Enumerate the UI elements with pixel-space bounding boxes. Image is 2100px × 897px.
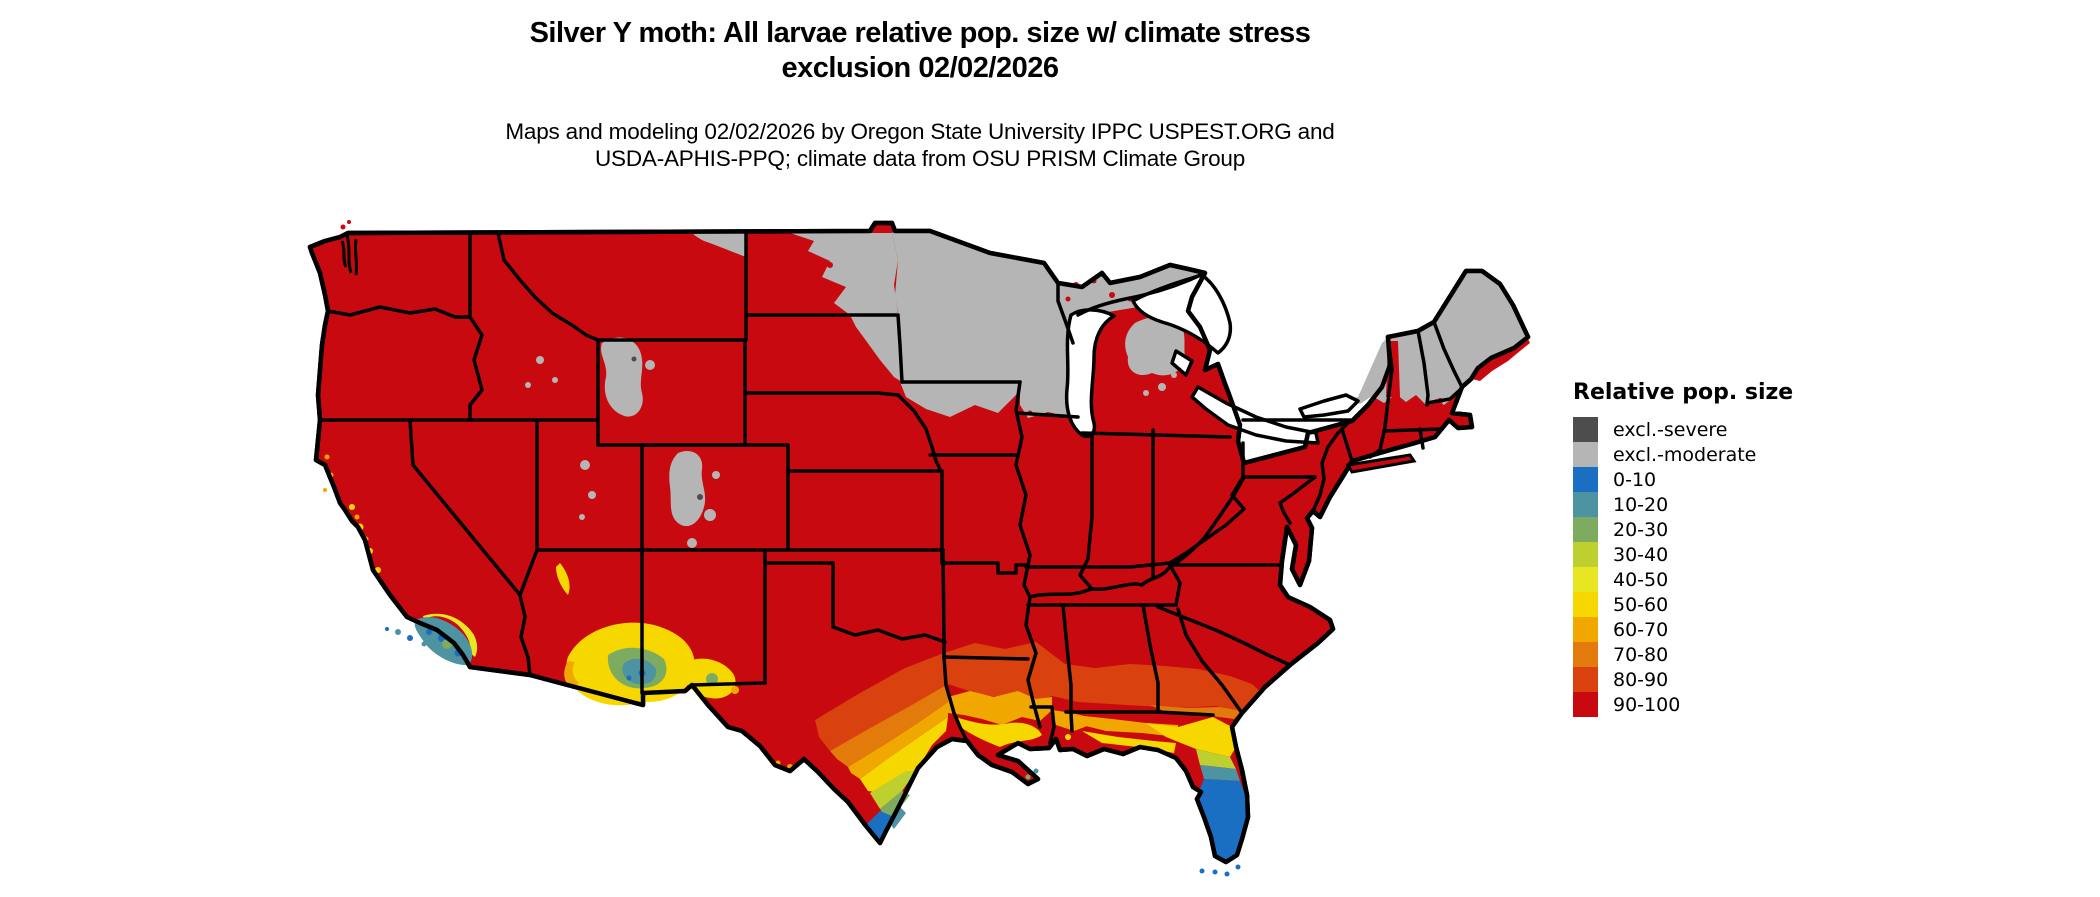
legend-row-70-80: 70-80 xyxy=(1573,642,1873,667)
legend-label: 90-100 xyxy=(1613,693,1681,716)
legend-swatch-60-70 xyxy=(1573,617,1598,642)
us-map-svg xyxy=(307,220,1531,877)
legend-label: 10-20 xyxy=(1613,493,1669,516)
legend-label: excl.-severe xyxy=(1613,418,1728,441)
coast-outline xyxy=(307,220,1531,865)
legend-title: Relative pop. size xyxy=(1573,380,1794,405)
legend-swatch-90-100 xyxy=(1573,692,1598,717)
legend-swatch-10-20 xyxy=(1573,492,1598,517)
legend-label: 80-90 xyxy=(1613,668,1669,691)
legend-row-50-60: 50-60 xyxy=(1573,592,1873,617)
legend-label: 40-50 xyxy=(1613,568,1669,591)
long-island xyxy=(1345,453,1417,474)
legend: Relative pop. size excl.-severe excl.-mod… xyxy=(1573,380,1873,717)
legend-swatch-excl.-severe xyxy=(1573,417,1598,442)
great-lakes xyxy=(1064,273,1360,445)
state-borders xyxy=(318,231,1464,745)
legend-row-0-10: 0-10 xyxy=(1573,467,1873,492)
legend-label: 60-70 xyxy=(1613,618,1669,641)
legend-row-90-100: 90-100 xyxy=(1573,692,1873,717)
legend-label: 0-10 xyxy=(1613,468,1657,491)
legend-swatch-20-30 xyxy=(1573,517,1598,542)
legend-label: 50-60 xyxy=(1613,593,1669,616)
map-title-line1: Silver Y moth: All larvae relative pop. … xyxy=(529,17,1311,49)
map-subtitle-line1: Maps and modeling 02/02/2026 by Oregon S… xyxy=(505,119,1335,144)
legend-row-10-20: 10-20 xyxy=(1573,492,1873,517)
legend-row-excl.-moderate: excl.-moderate xyxy=(1573,442,1873,467)
legend-row-20-30: 20-30 xyxy=(1573,517,1873,542)
map-subtitle-line2: USDA-APHIS-PPQ; climate data from OSU PR… xyxy=(594,146,1246,171)
map-title-line2: exclusion 02/02/2026 xyxy=(781,52,1059,84)
legend-swatch-50-60 xyxy=(1573,592,1598,617)
map-title: Silver Y moth: All larvae relative pop. … xyxy=(0,16,1840,86)
legend-label: 20-30 xyxy=(1613,518,1669,541)
legend-label: excl.-moderate xyxy=(1613,443,1757,466)
legend-label: 30-40 xyxy=(1613,543,1669,566)
region-south-gradient xyxy=(775,642,1262,877)
legend-row-40-50: 40-50 xyxy=(1573,567,1873,592)
legend-row-80-90: 80-90 xyxy=(1573,667,1873,692)
puget-sound-icon xyxy=(340,234,359,276)
legend-row-excl.-severe: excl.-severe xyxy=(1573,417,1873,442)
legend-swatch-80-90 xyxy=(1573,667,1598,692)
legend-swatch-0-10 xyxy=(1573,467,1598,492)
legend-swatch-excl.-moderate xyxy=(1573,442,1598,467)
legend-row-60-70: 60-70 xyxy=(1573,617,1873,642)
legend-swatch-70-80 xyxy=(1573,642,1598,667)
legend-label: 70-80 xyxy=(1613,643,1669,666)
legend-items: excl.-severe excl.-moderate 0-10 10-20 20-30… xyxy=(1573,417,1873,717)
legend-swatch-40-50 xyxy=(1573,567,1598,592)
region-southwest-patches xyxy=(323,454,739,706)
us-risk-map xyxy=(230,165,1560,892)
legend-row-30-40: 30-40 xyxy=(1573,542,1873,567)
legend-swatch-30-40 xyxy=(1573,542,1598,567)
map-subtitle: Maps and modeling 02/02/2026 by Oregon S… xyxy=(0,118,1840,172)
region-rockies-exclusion xyxy=(525,337,720,548)
region-north-exclusion xyxy=(692,231,1528,418)
